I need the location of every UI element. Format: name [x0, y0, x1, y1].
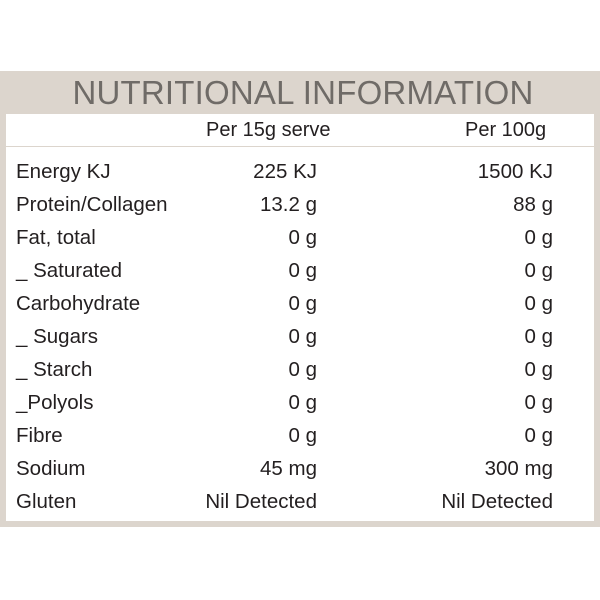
- row-value-per-100g: 300 mg: [484, 457, 553, 480]
- nutrition-rows: Energy KJ 225 KJ 1500 KJ Protein/Collage…: [6, 155, 594, 518]
- table-row: Fibre 0 g 0 g: [6, 419, 594, 452]
- row-label: Protein/Collagen: [16, 193, 168, 216]
- row-value-per-serve: 0 g: [288, 358, 318, 381]
- row-label: Energy KJ: [16, 160, 111, 183]
- row-value-per-serve: 0 g: [288, 292, 318, 315]
- table-row: Carbohydrate 0 g 0 g: [6, 287, 594, 320]
- row-label: _ Saturated: [16, 259, 122, 282]
- row-value-per-serve: 0 g: [288, 226, 318, 249]
- table-row: _ Starch 0 g 0 g: [6, 353, 594, 386]
- column-header-per-100g: Per 100g: [465, 119, 547, 141]
- row-value-per-serve: 45 mg: [260, 457, 317, 480]
- row-label: Fat, total: [16, 226, 96, 249]
- table-row: Energy KJ 225 KJ 1500 KJ: [6, 155, 594, 188]
- row-value-per-serve: Nil Detected: [205, 490, 317, 513]
- row-label: Carbohydrate: [16, 292, 141, 315]
- table-row: Protein/Collagen 13.2 g 88 g: [6, 188, 594, 221]
- row-value-per-100g: 88 g: [513, 193, 553, 216]
- row-value-per-serve: 0 g: [288, 325, 318, 348]
- panel-title: NUTRITIONAL INFORMATION: [72, 74, 534, 111]
- row-label: _Polyols: [16, 391, 94, 414]
- row-value-per-serve: 0 g: [288, 259, 318, 282]
- nutrition-table: Energy KJ 225 KJ 1500 KJ Protein/Collage…: [6, 147, 594, 521]
- row-value-per-100g: 0 g: [524, 259, 554, 282]
- row-label: _ Sugars: [16, 325, 99, 348]
- row-value-per-100g: 0 g: [524, 325, 554, 348]
- table-row: _ Saturated 0 g 0 g: [6, 254, 594, 287]
- row-value-per-serve: 0 g: [288, 391, 318, 414]
- row-value-per-100g: Nil Detected: [441, 490, 553, 513]
- row-value-per-100g: 0 g: [524, 358, 554, 381]
- row-value-per-100g: 0 g: [524, 424, 554, 447]
- table-row: Fat, total 0 g 0 g: [6, 221, 594, 254]
- row-value-per-serve: 0 g: [288, 424, 318, 447]
- table-row: _ Sugars 0 g 0 g: [6, 320, 594, 353]
- row-label: Gluten: [16, 490, 77, 513]
- row-value-per-100g: 1500 KJ: [477, 160, 553, 183]
- row-label: Sodium: [16, 457, 86, 480]
- row-value-per-serve: 225 KJ: [253, 160, 317, 183]
- row-label: _ Starch: [16, 358, 93, 381]
- table-row: _Polyols 0 g 0 g: [6, 386, 594, 419]
- row-value-per-serve: 13.2 g: [260, 193, 317, 216]
- table-row: Gluten Nil Detected Nil Detected: [6, 485, 594, 518]
- row-value-per-100g: 0 g: [524, 292, 554, 315]
- row-label: Fibre: [16, 424, 63, 447]
- row-value-per-100g: 0 g: [524, 391, 554, 414]
- column-header-per-serve: Per 15g serve: [206, 119, 331, 141]
- row-value-per-100g: 0 g: [524, 226, 554, 249]
- column-header-row: Per 15g serve Per 100g: [6, 114, 594, 146]
- table-row: Sodium 45 mg 300 mg: [6, 452, 594, 485]
